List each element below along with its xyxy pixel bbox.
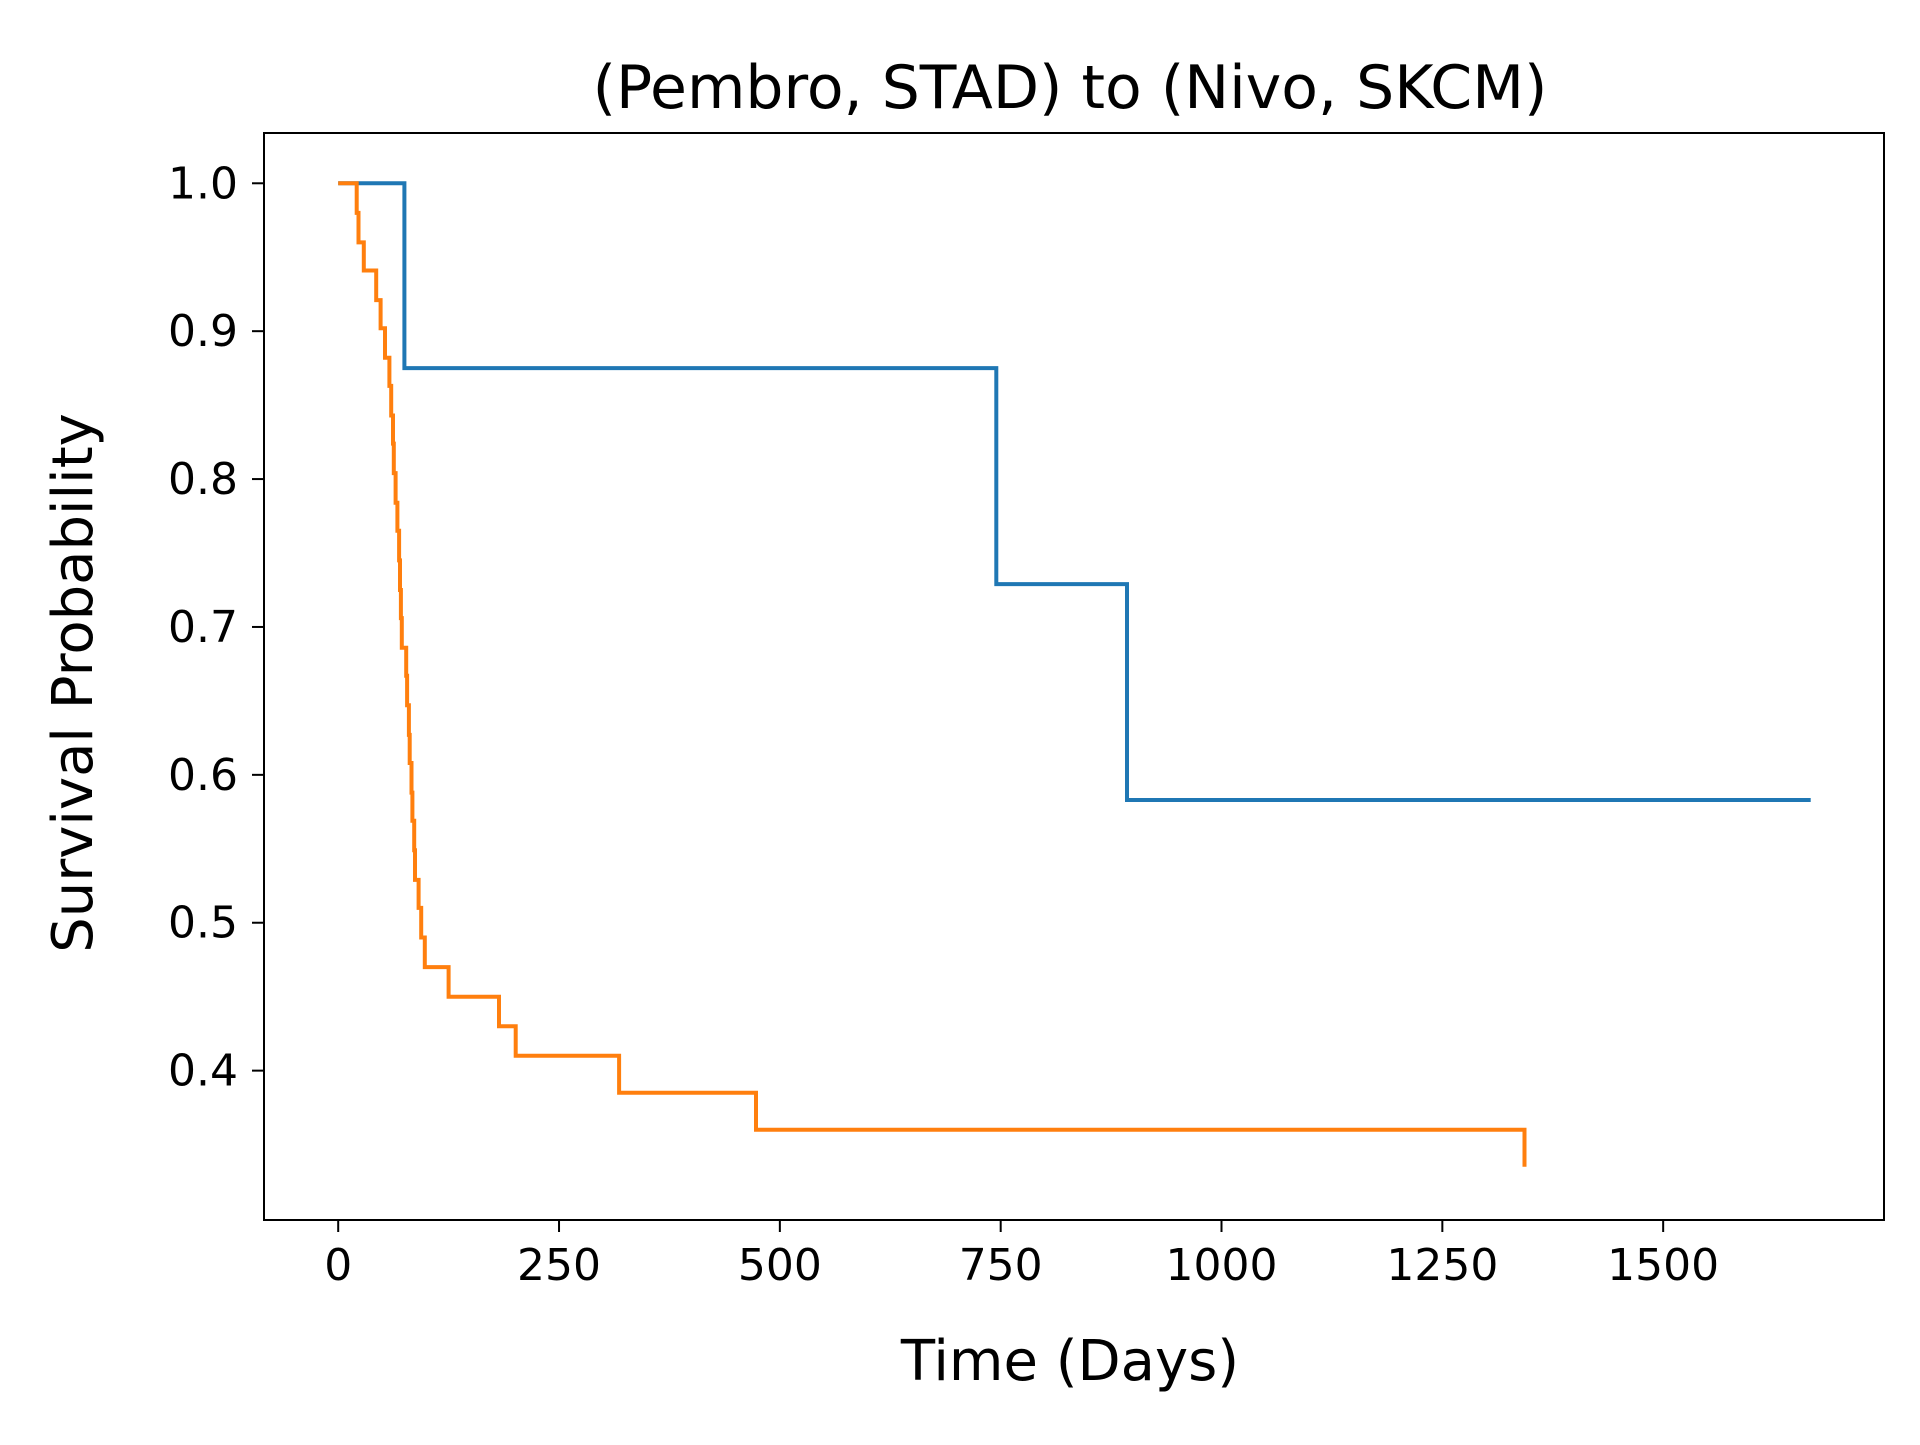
plot-frame <box>263 132 1885 1221</box>
ticks-layer: 0 250 500 750 1000 1250 1500 0.4 0.5 0.6 0.7 0.8 0.9… <box>168 158 1719 1291</box>
chart-title: (Pembro, STAD) to (Nivo, SKCM) <box>593 53 1548 123</box>
y-tick-label: 1.0 <box>168 158 238 209</box>
x-tick-label: 1500 <box>1607 1240 1719 1291</box>
y-tick-label: 0.7 <box>168 602 238 653</box>
x-tick-label: 1000 <box>1166 1240 1278 1291</box>
x-tick-label: 750 <box>959 1240 1043 1291</box>
y-axis-label: Survival Probability <box>41 413 106 953</box>
x-tick-label: 1250 <box>1386 1240 1498 1291</box>
series-layer <box>338 181 1811 1167</box>
x-tick-label: 250 <box>517 1240 601 1291</box>
y-tick-label: 0.5 <box>168 898 238 949</box>
x-axis-label: Time (Days) <box>900 1329 1239 1394</box>
survival-curve-1 <box>338 181 1811 802</box>
y-tick-label: 0.9 <box>168 306 238 357</box>
x-tick-label: 500 <box>738 1240 822 1291</box>
survival-curve-2 <box>338 181 1527 1167</box>
y-tick-label: 0.6 <box>168 750 238 801</box>
x-tick-label: 0 <box>324 1240 352 1291</box>
y-tick-label: 0.4 <box>168 1046 238 1097</box>
y-tick-label: 0.8 <box>168 454 238 505</box>
